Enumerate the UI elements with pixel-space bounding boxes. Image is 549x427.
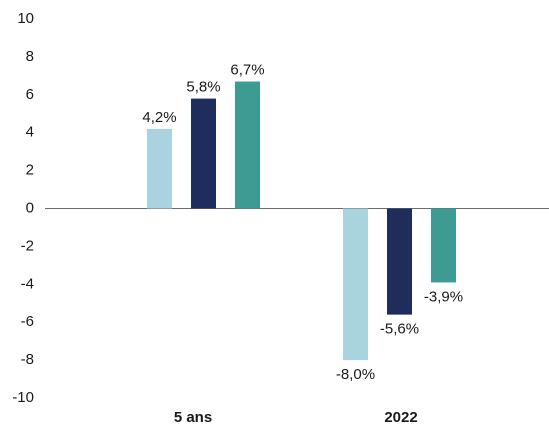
data-label: -3,9% xyxy=(424,288,463,305)
bar xyxy=(431,208,456,283)
bar xyxy=(387,208,412,315)
data-label: 5,8% xyxy=(186,79,220,96)
y-tick-label: 2 xyxy=(26,162,34,179)
bar xyxy=(343,208,368,361)
y-tick-label: 10 xyxy=(17,10,34,27)
data-label: -5,6% xyxy=(380,321,419,338)
data-label: 4,2% xyxy=(142,109,176,126)
y-tick-label: 0 xyxy=(26,199,34,216)
bar xyxy=(191,98,216,209)
data-label: -8,0% xyxy=(336,366,375,383)
y-tick-label: -10 xyxy=(12,389,34,406)
y-tick-label: -2 xyxy=(21,237,34,254)
y-tick-label: -4 xyxy=(21,275,34,292)
bar xyxy=(235,81,260,209)
x-tick-label: 5 ans xyxy=(174,409,212,426)
bar xyxy=(147,128,172,209)
y-tick-label: 6 xyxy=(26,86,34,103)
y-tick-label: -8 xyxy=(21,351,34,368)
data-label: 6,7% xyxy=(230,62,264,79)
y-tick-label: -6 xyxy=(21,313,34,330)
y-tick-label: 4 xyxy=(26,124,34,141)
x-tick-label: 2022 xyxy=(384,409,417,426)
y-tick-label: 8 xyxy=(26,48,34,65)
